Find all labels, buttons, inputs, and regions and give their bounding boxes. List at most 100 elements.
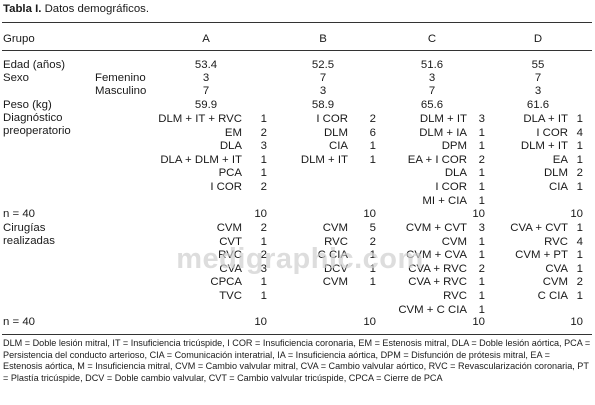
cir-b-item-count: 1	[369, 249, 376, 262]
cir-d-item-label: RVC	[544, 235, 568, 248]
cir-c-item-label: RVC	[443, 290, 467, 302]
cir-d-item-count: 1	[576, 249, 583, 262]
diag-c-item-label: DLM + IT	[419, 113, 467, 125]
cir-d-item-label: CVM	[542, 276, 568, 289]
n2-d: 10	[570, 316, 583, 328]
cir-c-item-label: CVM	[441, 235, 467, 248]
sexo-masc-label: Masculino	[95, 85, 147, 97]
diag-a-item-count: 2	[260, 181, 267, 193]
cir-a-item-label: CVT	[219, 235, 242, 248]
diag-c-item-label: I COR	[435, 181, 467, 193]
table-caption-label: Tabla I.	[3, 3, 42, 15]
watermark: medigraphic.com	[176, 243, 424, 275]
cir-b-item-count: 1	[369, 262, 376, 275]
diag-c-item-label: DPM	[441, 140, 467, 153]
cir-d-item-count: 1	[576, 290, 583, 302]
diag-b-item-count: 1	[369, 140, 376, 153]
cir-d-item-label: C CIA	[537, 290, 568, 302]
cir-c-item-label: CVA + RVC	[408, 262, 467, 275]
edad-b: 52.5	[311, 59, 335, 71]
n1-c: 10	[472, 208, 485, 220]
sexo-fem-label: Femenino	[95, 72, 146, 84]
cir-label-2: realizadas	[3, 235, 55, 247]
edad-a: 53.4	[194, 59, 218, 71]
sexo-masc-a: 7	[202, 85, 210, 97]
diag-d-item-count: 1	[576, 153, 583, 166]
cir-a-item-label: CPCA	[210, 276, 242, 289]
cir-a-item-count: 2	[260, 222, 267, 234]
cir-d-item-label: CVA + CVT	[510, 222, 568, 234]
diag-c-item-count: 1	[478, 126, 485, 139]
diag-b-item-label: CIA	[329, 140, 348, 153]
cir-d-item-count: 1	[576, 262, 583, 275]
peso-c: 65.6	[420, 99, 444, 111]
diag-a-item-count: 1	[260, 113, 267, 125]
cir-b-item-label: CVM	[322, 222, 348, 234]
cir-a-item-label: RVC	[218, 249, 242, 262]
diag-d-item-label: DLM + IT	[520, 140, 568, 153]
diag-c-item-count: 3	[478, 113, 485, 125]
n1-label: n = 40	[3, 208, 35, 220]
cir-c-item-label: CVM + CVT	[405, 222, 467, 234]
cir-d-item-label: CVM + PT	[515, 249, 568, 262]
diag-label-2: preoperatorio	[3, 125, 71, 137]
edad-d: 55	[531, 59, 545, 71]
n1-a: 10	[254, 208, 267, 220]
cir-a-item-count: 1	[260, 235, 267, 248]
diag-c-item-count: 2	[478, 153, 485, 166]
cir-b-item-count: 5	[369, 222, 376, 234]
cir-c-item-count: 1	[478, 303, 485, 316]
diag-a-item-label: PCA	[218, 167, 242, 180]
diag-a-item-count: 3	[260, 140, 267, 153]
cir-c-item-count: 1	[478, 249, 485, 262]
diag-b-item-label: DLM + IT	[300, 153, 348, 166]
diag-a-item-label: DLA + DLM + IT	[160, 153, 242, 166]
table-caption-text: Datos demográficos.	[44, 3, 150, 15]
diag-b-item-count: 2	[369, 113, 376, 125]
cir-a-item-label: TVC	[219, 290, 242, 302]
cir-a-item-label: CVM	[216, 222, 242, 234]
sexo-masc-c: 7	[428, 85, 436, 97]
cir-label-1: Cirugías	[3, 222, 46, 234]
diag-b-item-label: DLM	[323, 126, 348, 139]
sexo-fem-d: 7	[534, 72, 542, 84]
diag-d-item-label: CIA	[549, 181, 568, 193]
header-group: Grupo	[3, 33, 35, 45]
diag-d-item-count: 4	[576, 126, 583, 139]
cir-c-item-count: 1	[478, 290, 485, 302]
diag-label-1: Diagnóstico	[3, 112, 63, 124]
header-col-a: A	[202, 33, 210, 45]
top-rule	[2, 22, 592, 23]
cir-b-item-count: 2	[369, 235, 376, 248]
diag-c-item-count: 1	[478, 140, 485, 153]
cir-b-item-count: 1	[369, 276, 376, 289]
diag-c-item-count: 1	[478, 167, 485, 180]
footnote: DLM = Doble lesión mitral, IT = Insufici…	[3, 338, 591, 383]
diag-a-item-label: EM	[224, 126, 242, 139]
edad-label: Edad (años)	[3, 59, 66, 71]
n1-d: 10	[570, 208, 583, 220]
diag-a-item-count: 2	[260, 126, 267, 139]
diag-a-item-label: I COR	[210, 181, 242, 193]
diag-d-item-count: 1	[576, 140, 583, 153]
cir-d-item-count: 1	[576, 222, 583, 234]
peso-b: 58.9	[311, 99, 335, 111]
cir-c-item-count: 2	[478, 262, 485, 275]
cir-c-item-label: CVA + RVC	[408, 276, 467, 289]
peso-a: 59.9	[194, 99, 218, 111]
cir-a-item-count: 1	[260, 290, 267, 302]
cir-a-item-count: 3	[260, 262, 267, 275]
header-col-d: D	[533, 33, 543, 45]
diag-a-item-count: 1	[260, 167, 267, 180]
diag-c-item-label: MI + CIA	[422, 194, 467, 207]
sexo-fem-a: 3	[202, 72, 210, 84]
diag-c-item-count: 1	[478, 181, 485, 193]
header-col-b: B	[319, 33, 327, 45]
peso-d: 61.6	[526, 99, 550, 111]
diag-d-item-label: DLM	[543, 167, 568, 180]
n1-b: 10	[363, 208, 376, 220]
cir-d-item-label: CVA	[545, 262, 568, 275]
diag-c-item-label: DLA	[444, 167, 467, 180]
n2-label: n = 40	[3, 316, 35, 328]
cir-c-item-label: CVM + C CIA	[398, 303, 467, 316]
